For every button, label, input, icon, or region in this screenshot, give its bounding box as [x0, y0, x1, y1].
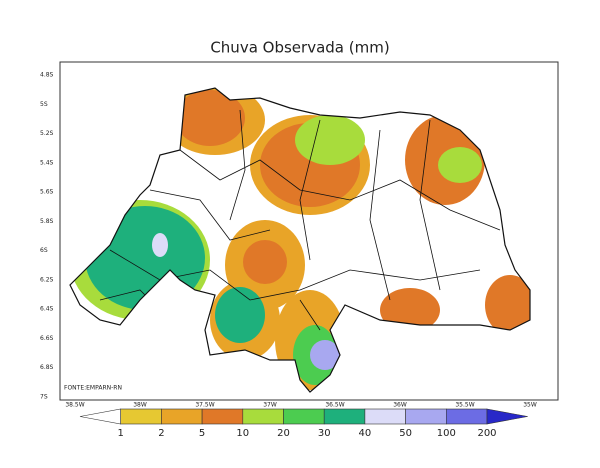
longitude-label: 35.5W: [455, 402, 474, 409]
latitude-label: 5.8S: [40, 218, 54, 225]
colorbar-label: 200: [477, 428, 496, 439]
colorbar-cell: [79, 408, 121, 425]
colorbar-cell: [445, 408, 488, 425]
colorbar-cell: [242, 408, 284, 425]
title: Chuva Observada (mm): [210, 39, 389, 57]
longitude-labels: 38.5W 38W 37.5W 37W 36.5W 36W 35.5W 35W: [65, 402, 536, 409]
latitude-label: 7S: [40, 394, 48, 401]
latitude-labels: 4.8S 5S 5.2S 5.4S 5.6S 5.8S 6S 6.2S 6.4S 6.6S 6.8S…: [40, 72, 54, 401]
longitude-label: 36.5W: [325, 402, 344, 409]
longitude-label: 37W: [263, 402, 277, 409]
colorbar-label: 5: [199, 428, 205, 439]
state-outline: [69, 87, 531, 393]
colorbar-cell: [283, 408, 325, 425]
latitude-label: 5.2S: [40, 130, 54, 137]
colorbar-cell: [486, 408, 528, 425]
longitude-label: 38W: [133, 402, 147, 409]
longitude-label: 36W: [393, 402, 407, 409]
colorbar-label: 50: [399, 428, 412, 439]
colorbar-cell: [405, 408, 447, 425]
longitude-label: 35W: [523, 402, 537, 409]
latitude-label: 5S: [40, 101, 48, 108]
longitude-label: 37.5W: [195, 402, 214, 409]
colorbar-cell: [323, 408, 366, 425]
latitude-label: 6.2S: [40, 276, 54, 283]
colorbar-cell: [201, 408, 244, 425]
colorbar-cell: [120, 408, 162, 425]
colorbar-label: 40: [359, 428, 372, 439]
map-frame: [59, 61, 559, 401]
colorbar-label: 30: [318, 428, 331, 439]
colorbar-cell: [364, 408, 406, 425]
colorbar-label: 10: [236, 428, 249, 439]
latitude-label: 5.4S: [40, 159, 54, 166]
colorbar-label: 20: [277, 428, 290, 439]
latitude-label: 6.6S: [40, 335, 54, 342]
colorbar-label: 100: [437, 428, 456, 439]
colorbar: 1 2 5 10 20 30 40 50 100 200: [79, 408, 528, 439]
colorbar-label: 2: [158, 428, 164, 439]
latitude-label: 6.8S: [40, 364, 54, 371]
latitude-label: 6S: [40, 247, 48, 254]
colorbar-cell: [161, 408, 203, 425]
latitude-label: 6.4S: [40, 306, 54, 313]
longitude-label: 38.5W: [65, 402, 84, 409]
latitude-label: 4.8S: [40, 72, 54, 79]
colorbar-label: 1: [118, 428, 124, 439]
latitude-label: 5.6S: [40, 189, 54, 196]
source-note: FONTE:EMPARN-RN: [64, 385, 122, 392]
